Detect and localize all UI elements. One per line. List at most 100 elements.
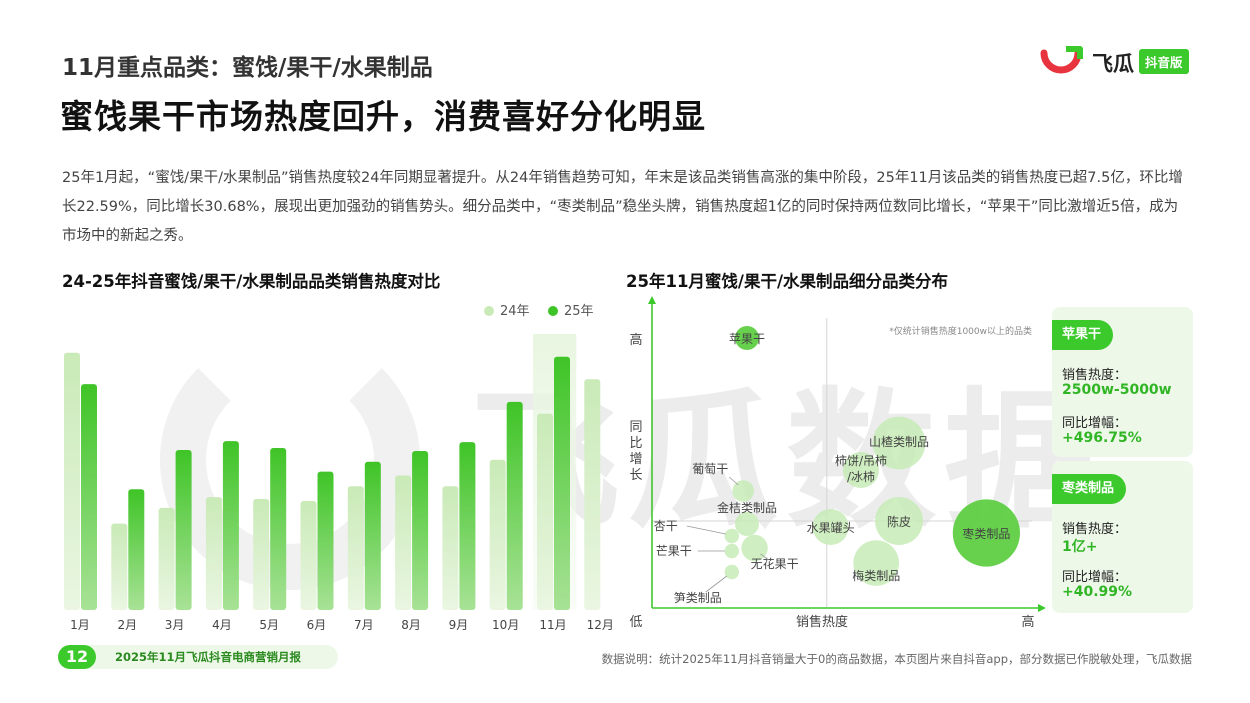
card-apple-yoy-label: 同比增幅： [1062,416,1128,431]
scatter-chart: 低高销售热度高同比增长*仅统计销售热度1000w以上的品类苹果干山楂类制品柿饼/… [629,296,1046,630]
card-jujube-yoy-value: +40.99% [1062,584,1133,600]
bar-24-7月 [347,486,364,610]
bar-25-5月 [270,448,287,610]
bubble-label-柿饼/吊柿/冰柿: 柿饼/吊柿/冰柿 [835,453,887,484]
leader-line [705,575,728,593]
y-axis-label-char: 长 [629,468,642,483]
bar-chart-title: 24-25年抖音蜜饯/果干/水果制品品类销售热度对比 [62,272,441,291]
bar-24-5月 [253,499,270,610]
legend-label-25: 25年 [564,304,594,319]
description-text: 25年1月起，“蜜饯/果干/水果制品”销售热度较24年同期显著提升。从24年销售… [62,170,1183,244]
x-tick-10月: 10月 [492,618,519,632]
page-title: 蜜饯果干市场热度回升，消费喜好分化明显 [60,97,706,136]
bubble-陈皮 [875,497,923,545]
logo-badge: 抖音版 [1139,49,1189,74]
x-tick-8月: 8月 [401,618,421,632]
bar-25-10月 [506,401,523,610]
bubble-label-苹果干: 苹果干 [729,332,765,346]
x-tick-11月: 11月 [539,618,566,632]
bubble-枣类制品 [952,499,1020,567]
legend-25: 25年 [548,300,594,319]
card-jujube-heat-value: 1亿+ [1062,539,1098,555]
x-tick-12月: 12月 [587,618,614,632]
card-jujube: 枣类制品 销售热度： 1亿+ 同比增幅： +40.99% [1052,461,1193,613]
bubble-笋类制品 [724,564,739,580]
bubble-梅类制品 [853,540,899,586]
scatter-note: *仅统计销售热度1000w以上的品类 [889,325,1032,337]
card-apple-heat-value: 2500w-5000w [1062,382,1172,398]
page-number: 12 [58,645,96,669]
y-axis-label-char: 同 [629,420,642,435]
bar-25-8月 [412,450,429,610]
section-heading: 11月重点品类：蜜饯/果干/水果制品 [62,55,433,81]
bar-24-10月 [489,459,506,610]
leader-line [760,553,769,561]
bubble-label-山楂类制品: 山楂类制品 [869,435,929,449]
report-name: 2025年11月飞瓜抖音电商营销月报 [115,650,302,664]
bar-25-6月 [317,471,334,610]
bubble-葡萄干 [732,480,754,502]
card-apple-yoy-value: +496.75% [1062,430,1142,446]
bubble-金桔类制品 [735,512,759,536]
x-tick-4月: 4月 [212,618,232,632]
bubble-label-芒果干: 芒果干 [656,543,692,558]
bubble-label-葡萄干: 葡萄干 [692,462,728,476]
bubble-山楂类制品 [872,416,926,470]
bubble-label-陈皮: 陈皮 [887,514,911,529]
bar-25-2月 [128,489,145,610]
bar-24-2月 [111,523,128,610]
scatter-chart-title: 25年11月蜜饯/果干/水果制品细分品类分布 [626,272,948,291]
x-high-label: 高 [1021,614,1034,630]
x-tick-1月: 1月 [70,618,90,632]
bar-25-1月 [81,384,97,610]
x-tick-9月: 9月 [449,618,469,632]
card-jujube-name: 枣类制品 [1052,474,1127,504]
bubble-label-枣类制品: 枣类制品 [962,527,1010,541]
bar-24-8月 [395,475,412,610]
bar-chart: 1月 2月 3月 4月 5月 6月 7月 8月 9月 10月 11月 12月 [64,334,614,632]
bubble-水果罐头 [812,509,849,545]
x-axis-label: 销售热度 [796,614,848,630]
bar-24-11月 [537,413,553,610]
bar-24-1月 [64,352,80,610]
bubble-芒果干 [724,543,739,559]
leader-line [728,476,739,486]
legend-label-24: 24年 [500,304,530,319]
x-tick-2月: 2月 [117,618,137,632]
card-apple: 苹果干 销售热度： 2500w-5000w 同比增幅： +496.75% [1052,307,1193,457]
feigua-logo-icon [1040,46,1083,74]
logo-text: 飞瓜 [1092,52,1134,76]
x-tick-5月: 5月 [259,618,279,632]
y-axis-arrow [648,296,656,304]
y-axis-label-char: 增 [629,452,642,467]
bar-25-11月 [554,356,570,610]
legend-24: 24年 [484,300,530,319]
x-axis-arrow [1038,604,1046,612]
y-axis-label-char: 比 [629,436,642,451]
x-tick-3月: 3月 [165,618,185,632]
x-tick-6月: 6月 [307,618,327,632]
bar-24-3月 [158,507,175,610]
bubble-杏干 [724,528,739,544]
bubble-柿饼/吊柿/冰柿 [843,452,879,488]
bubble-label-无花果干: 无花果干 [751,556,799,571]
card-apple-name: 苹果干 [1052,320,1114,350]
bar-24-4月 [205,497,222,610]
x-low-label: 低 [629,615,642,630]
bar-25-7月 [364,461,381,610]
footer-pill [60,645,338,669]
bar-24-12月 [584,379,601,610]
leader-line [686,525,726,535]
bar-24-9月 [442,486,459,610]
bubble-苹果干 [735,326,759,350]
bubble-label-梅类制品: 梅类制品 [852,568,900,583]
bar-24-6月 [300,501,317,610]
card-jujube-heat-label: 销售热度： [1062,522,1128,537]
bubble-label-杏干: 杏干 [654,519,678,533]
y-high-label: 高 [629,332,642,348]
card-jujube-yoy-label: 同比增幅： [1062,570,1128,585]
x-tick-7月: 7月 [354,618,374,632]
card-apple-heat-label: 销售热度： [1062,368,1128,383]
bar-25-4月 [222,441,239,610]
legend-swatch-25 [548,306,558,316]
